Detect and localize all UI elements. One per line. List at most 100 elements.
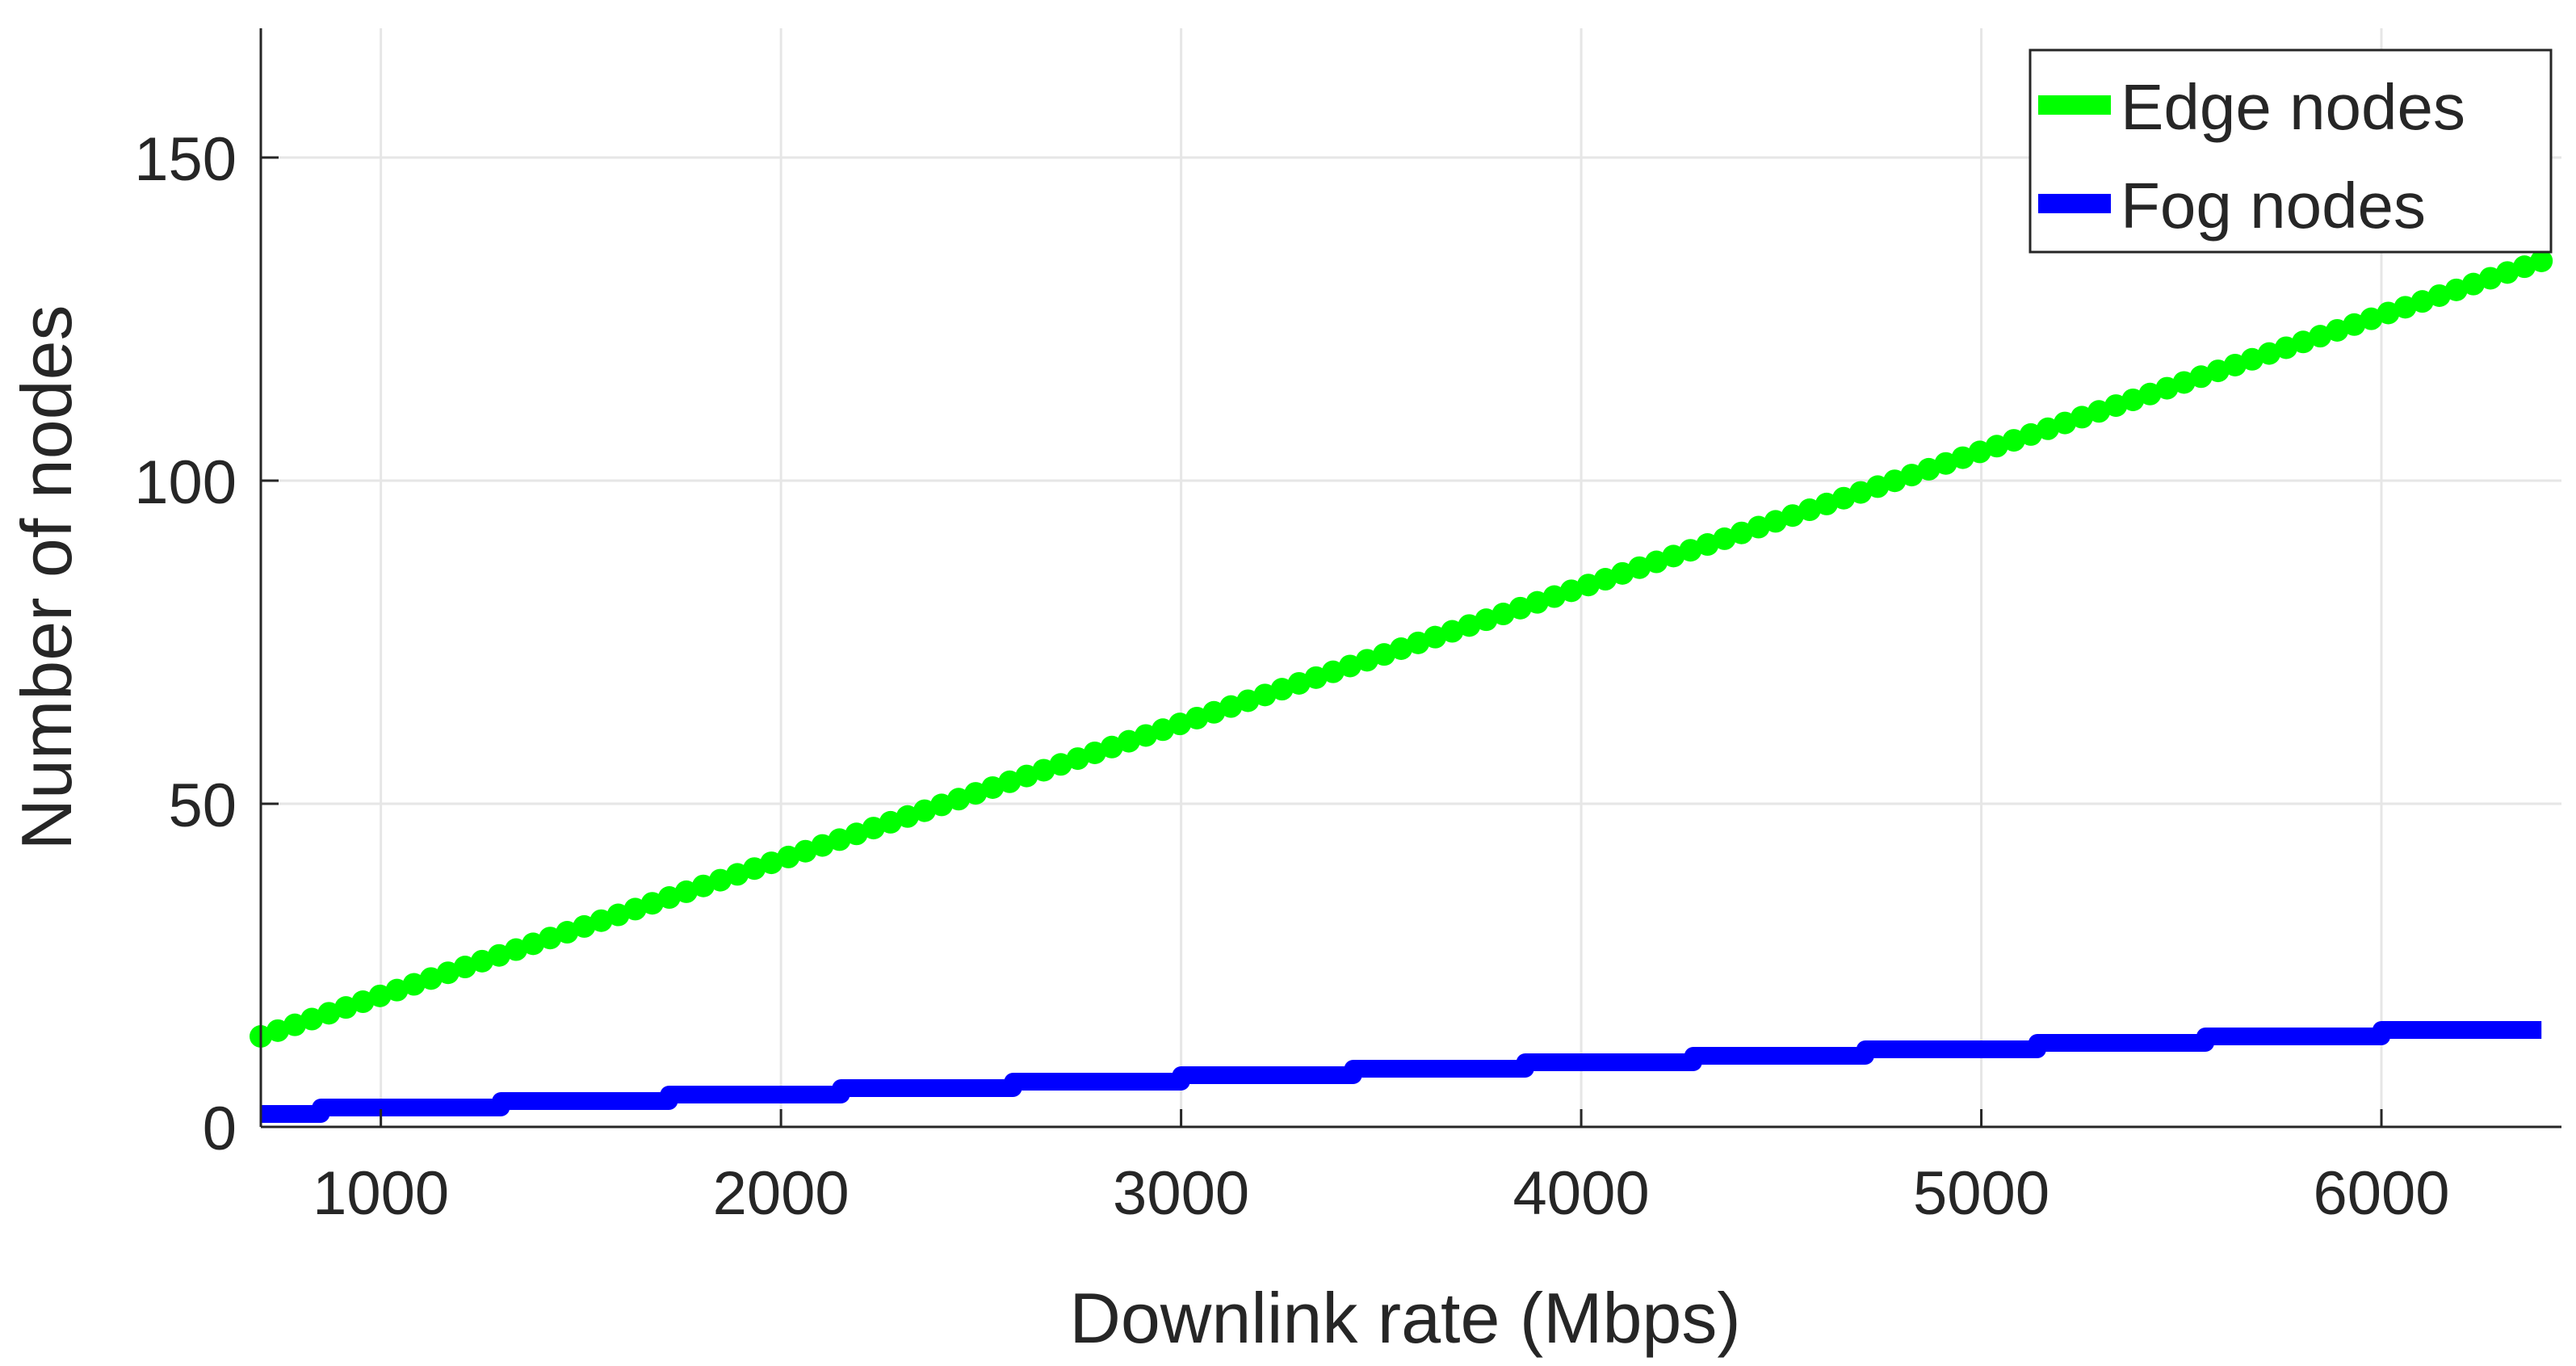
edge-nodes-point bbox=[1883, 469, 1907, 493]
edge-nodes-point bbox=[1253, 683, 1277, 707]
edge-nodes-point bbox=[2070, 406, 2094, 429]
edge-nodes-point bbox=[2513, 255, 2536, 279]
edge-nodes-point bbox=[1185, 706, 1209, 729]
edge-nodes-point bbox=[1287, 671, 1311, 695]
edge-nodes-point bbox=[2138, 382, 2162, 406]
edge-nodes-point bbox=[1815, 492, 1839, 515]
edge-nodes-point bbox=[1083, 741, 1106, 764]
edge-nodes-point bbox=[2223, 353, 2247, 376]
x-axis-label: Downlink rate (Mbps) bbox=[1069, 1278, 1740, 1358]
edge-nodes-point bbox=[2393, 296, 2417, 319]
edge-nodes-point bbox=[1576, 574, 1600, 597]
edge-nodes-point bbox=[1628, 556, 1651, 579]
edge-nodes-point bbox=[709, 868, 732, 892]
edge-nodes-point bbox=[1321, 660, 1345, 683]
edge-nodes-point bbox=[657, 886, 681, 910]
edge-nodes-point bbox=[691, 874, 715, 897]
edge-nodes-point bbox=[1390, 637, 1413, 660]
edge-nodes-point bbox=[1985, 435, 2008, 458]
edge-nodes-point bbox=[674, 880, 698, 903]
x-tick-label: 2000 bbox=[713, 1159, 850, 1228]
edge-nodes-point bbox=[1764, 510, 1787, 533]
edge-nodes-point bbox=[556, 921, 579, 944]
edge-nodes-point bbox=[1202, 700, 1226, 724]
edge-nodes-point bbox=[300, 1007, 324, 1031]
edge-nodes-point bbox=[1152, 718, 1175, 742]
edge-nodes-point bbox=[436, 961, 459, 985]
edge-nodes-point bbox=[743, 857, 766, 881]
edge-nodes-point bbox=[539, 927, 562, 950]
edge-nodes-point bbox=[998, 770, 1022, 793]
edge-nodes-point bbox=[1270, 678, 1294, 701]
y-tick-label: 100 bbox=[134, 448, 237, 517]
edge-nodes-point bbox=[1968, 440, 1991, 464]
x-tick-label: 4000 bbox=[1513, 1159, 1650, 1228]
edge-nodes-point bbox=[1491, 603, 1515, 626]
edge-nodes-point bbox=[1747, 515, 1770, 539]
edge-nodes-point bbox=[1407, 631, 1430, 654]
edge-nodes-point bbox=[1117, 729, 1140, 753]
edge-nodes-point bbox=[2377, 301, 2400, 325]
y-tick-label: 150 bbox=[134, 125, 237, 194]
edge-nodes-point bbox=[2172, 371, 2196, 394]
edge-nodes-point bbox=[1645, 550, 1668, 574]
y-tick-label: 50 bbox=[168, 771, 237, 840]
edge-nodes-point bbox=[1781, 504, 1804, 527]
edge-nodes-point bbox=[1338, 654, 1361, 678]
edge-nodes-point bbox=[1032, 759, 1055, 782]
edge-nodes-point bbox=[1798, 498, 1821, 522]
axes bbox=[259, 28, 2561, 1129]
edge-nodes-point bbox=[1713, 527, 1736, 550]
edge-nodes-point bbox=[1236, 689, 1260, 712]
edge-nodes-point bbox=[2275, 336, 2298, 359]
edge-nodes-point bbox=[573, 914, 596, 938]
edge-nodes-point bbox=[1611, 561, 1634, 585]
edge-nodes-point bbox=[1066, 747, 1089, 771]
edge-nodes-point bbox=[2427, 284, 2451, 307]
edge-nodes-point bbox=[1866, 475, 1890, 498]
edge-nodes-point bbox=[1424, 625, 1447, 649]
edge-nodes-point bbox=[1917, 457, 1940, 481]
edge-nodes-point bbox=[368, 984, 392, 1007]
edge-nodes-point bbox=[862, 817, 885, 840]
edge-nodes-point bbox=[2054, 411, 2077, 435]
edge-nodes-point bbox=[2530, 250, 2553, 272]
edge-nodes-point bbox=[266, 1019, 290, 1042]
edge-nodes-point bbox=[1662, 544, 1685, 568]
edge-nodes-point bbox=[2496, 261, 2519, 284]
edge-nodes-point bbox=[2240, 347, 2263, 371]
edge-nodes-point bbox=[1696, 533, 1719, 557]
edge-nodes-point bbox=[385, 978, 409, 1002]
edge-nodes-point bbox=[2444, 278, 2468, 301]
edge-nodes-point bbox=[1304, 666, 1328, 689]
edge-nodes-point bbox=[2121, 388, 2145, 411]
fog-nodes-line bbox=[261, 1021, 2542, 1123]
edge-nodes-point bbox=[1951, 446, 1974, 469]
tick-labels: 1000 2000 3000 4000 5000 6000 0 50 100 150 bbox=[134, 125, 2449, 1228]
y-tick-label: 0 bbox=[203, 1095, 237, 1163]
edge-nodes-point bbox=[777, 845, 800, 868]
edge-nodes-point bbox=[2155, 376, 2179, 400]
edge-nodes-point bbox=[896, 805, 919, 828]
edge-nodes-point bbox=[1441, 620, 1464, 643]
legend-box bbox=[2028, 48, 2553, 254]
edge-nodes-point bbox=[930, 793, 954, 817]
edge-nodes-point bbox=[1679, 539, 1702, 562]
edge-nodes-point bbox=[488, 944, 511, 967]
edge-nodes-point bbox=[1458, 614, 1481, 637]
edge-nodes-point bbox=[1219, 695, 1243, 718]
legend-label-fog-nodes: Fog nodes bbox=[2121, 170, 2426, 242]
edge-nodes-point bbox=[1015, 764, 1038, 788]
edge-nodes-point bbox=[2019, 422, 2042, 446]
edge-nodes-point bbox=[947, 788, 971, 811]
edge-nodes-point bbox=[1168, 712, 1192, 736]
edge-nodes-point bbox=[2189, 365, 2213, 389]
edge-nodes-point bbox=[589, 909, 613, 932]
edge-nodes-point bbox=[1049, 753, 1072, 776]
edge-nodes-point bbox=[2037, 417, 2060, 440]
edge-nodes-point bbox=[606, 903, 630, 927]
edge-nodes-point bbox=[1849, 481, 1873, 504]
x-tick-label: 1000 bbox=[313, 1159, 449, 1228]
edge-nodes-point bbox=[623, 897, 647, 921]
